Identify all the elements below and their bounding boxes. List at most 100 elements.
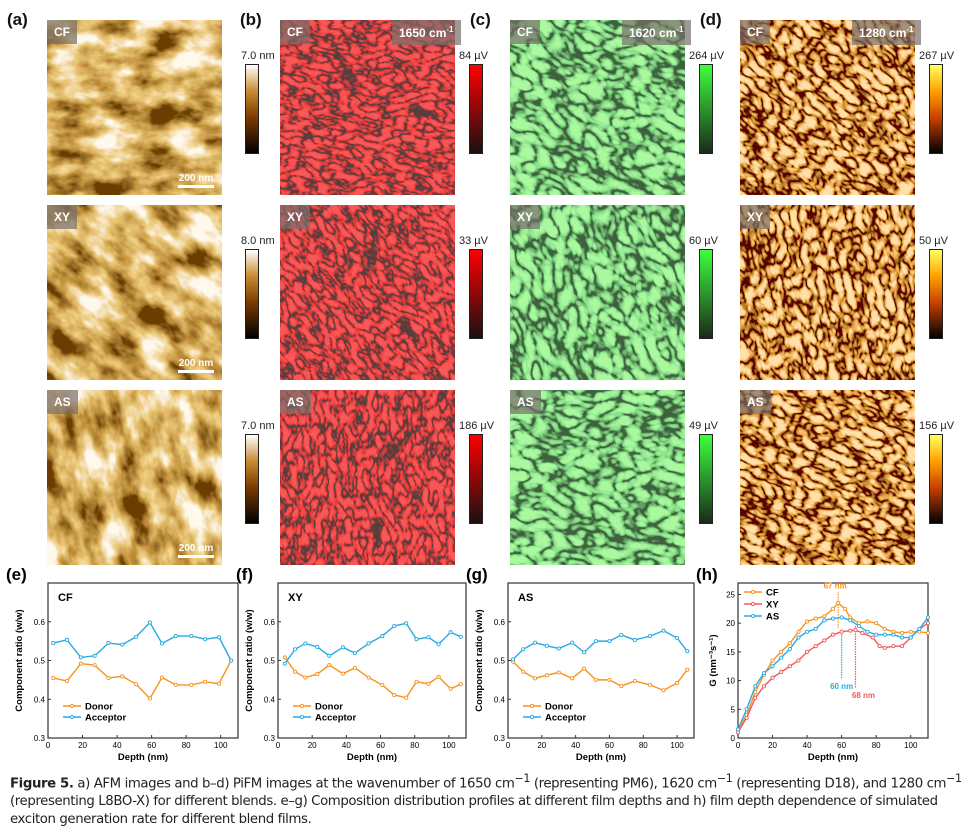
data-point (796, 658, 801, 663)
data-point (647, 634, 653, 639)
colorbar-max-label: 60 µV (689, 235, 718, 247)
data-point (874, 621, 879, 626)
x-tick-label: 40 (571, 741, 580, 750)
series-line-donor (53, 660, 232, 700)
data-point (414, 679, 419, 684)
legend-label: AS (766, 612, 779, 623)
sample-tag: CF (280, 20, 310, 44)
series-line-acceptor (53, 621, 232, 661)
wavenumber-tag: 1620 cm-1 (622, 20, 691, 45)
wavenumber-text: 1620 cm (629, 26, 677, 40)
y-tick-label: 0.3 (34, 734, 46, 743)
data-point (216, 681, 222, 686)
series-line-acceptor (284, 622, 462, 665)
data-point (796, 629, 801, 634)
sample-tag: CF (510, 20, 540, 44)
chart-0: (e) 0 20 40 60 80 100 0.3 0.4 0.5 0.6 Depth (nm) Com… (6, 565, 239, 763)
legend-label: Acceptor (85, 713, 126, 724)
scale-bar: 200 nm (178, 173, 214, 188)
colorbar (469, 64, 483, 154)
data-point (448, 630, 453, 635)
data-point (352, 651, 357, 656)
colorbar-max-label: 8.0 nm (241, 235, 275, 247)
data-point (203, 679, 208, 684)
sample-tag: XY (47, 205, 78, 229)
sample-tag: AS (280, 390, 311, 414)
colorbar-max-label: 33 µV (459, 235, 488, 247)
panel-label: (d) (700, 10, 722, 29)
panel-label: (h) (696, 565, 718, 584)
chart-title: CF (58, 592, 73, 604)
data-point (282, 661, 287, 666)
x-tick-label: 60 (837, 741, 846, 750)
data-point (570, 640, 575, 645)
data-point (366, 641, 371, 646)
caption-text-3: (representing D18), and 1280 cm (732, 776, 947, 792)
data-point (685, 667, 690, 672)
data-point (908, 635, 913, 640)
data-point (900, 635, 905, 640)
plot-frame (277, 582, 467, 739)
scale-bar-label: 200 nm (178, 543, 214, 554)
data-point (593, 677, 598, 682)
data-point (556, 646, 561, 651)
y-tick-label: 0.5 (494, 657, 506, 666)
data-point (203, 637, 208, 642)
data-point (860, 630, 865, 635)
data-point (647, 682, 653, 687)
chart-title: XY (288, 592, 303, 604)
afm-image (47, 205, 222, 380)
sample-tag: XY (510, 205, 541, 229)
data-point (106, 641, 111, 646)
sample-tag: CF (740, 20, 770, 44)
data-point (675, 680, 680, 686)
x-tick-label: 40 (342, 741, 351, 750)
panel-label: (e) (6, 565, 27, 584)
data-point (327, 653, 332, 658)
legend-label: Donor (85, 702, 113, 713)
data-point (813, 626, 818, 631)
sample-tag: AS (47, 390, 78, 414)
y-tick-label: 0.5 (264, 657, 276, 666)
data-point (570, 676, 575, 681)
data-point (436, 642, 441, 647)
data-point (392, 692, 397, 698)
x-tick-label: 40 (113, 741, 122, 750)
data-point (830, 632, 836, 637)
data-point (779, 655, 784, 660)
chart-1: (f) 0 20 40 60 80 100 0.3 0.4 0.5 0.6 Depth (nm) Com… (236, 565, 467, 763)
data-point (159, 675, 165, 680)
data-point (544, 673, 549, 678)
x-tick-label: 20 (537, 741, 546, 750)
data-point (882, 626, 887, 631)
data-point (744, 707, 749, 712)
y-tick-label: 20 (726, 619, 735, 628)
data-point (134, 634, 139, 639)
y-tick-label: 0.5 (34, 657, 46, 666)
data-point (908, 629, 913, 634)
data-point (78, 655, 83, 660)
x-tick-label: 80 (410, 741, 419, 750)
y-tick-label: 0.3 (494, 734, 506, 743)
data-point (856, 624, 861, 629)
x-tick-label: 100 (904, 741, 918, 750)
data-point (813, 644, 818, 649)
data-point (865, 629, 870, 634)
chart-2: (g) 0 20 40 60 80 100 0.3 0.4 0.5 0.6 Depth (nm) Com… (466, 565, 695, 763)
data-point (293, 669, 298, 674)
colorbar (929, 434, 943, 524)
data-point (900, 630, 905, 635)
pifm-1620-image (510, 390, 685, 565)
x-tick-label: 100 (670, 741, 684, 750)
data-point (753, 695, 758, 700)
data-point (830, 616, 836, 621)
pifm-1280-image (740, 205, 915, 380)
data-point (521, 669, 526, 674)
data-point (882, 645, 887, 650)
data-point (770, 664, 775, 669)
legend-marker (299, 714, 305, 720)
data-point (134, 682, 139, 687)
plot-frame (737, 582, 929, 739)
data-point (404, 695, 409, 700)
data-point (106, 675, 111, 680)
